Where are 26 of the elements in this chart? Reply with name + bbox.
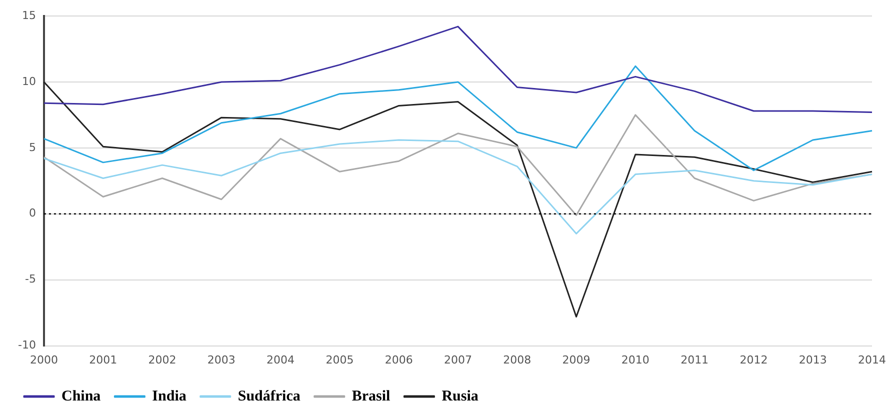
y-tick-label: 15 — [22, 8, 36, 22]
y-tick-label: -5 — [25, 272, 36, 286]
x-tick-label: 2009 — [562, 353, 590, 366]
x-tick-label: 2002 — [148, 353, 176, 366]
legend-label: Brasil — [352, 388, 390, 404]
x-tick-label: 2007 — [444, 353, 472, 366]
x-tick-label: 2004 — [266, 353, 295, 366]
x-tick-label: 2003 — [207, 353, 236, 366]
legend-label: China — [62, 388, 102, 404]
legend-label: Sudáfrica — [238, 388, 301, 404]
y-tick-label: 10 — [22, 74, 36, 88]
y-tick-label: -10 — [18, 338, 36, 352]
legend-label: Rusia — [442, 388, 479, 404]
x-tick-label: 2014 — [858, 353, 886, 366]
x-tick-label: 2011 — [680, 353, 709, 366]
x-tick-label: 2012 — [740, 353, 768, 366]
x-tick-label: 2010 — [621, 353, 650, 366]
x-tick-label: 2001 — [89, 353, 118, 366]
x-tick-label: 2013 — [798, 353, 827, 366]
y-tick-label: 0 — [28, 206, 36, 220]
legend-label: India — [152, 388, 187, 404]
y-tick-label: 5 — [28, 140, 36, 154]
x-tick-label: 2008 — [503, 353, 532, 366]
x-tick-label: 2000 — [30, 353, 58, 366]
x-tick-label: 2006 — [384, 353, 413, 366]
x-tick-label: 2005 — [326, 353, 354, 366]
